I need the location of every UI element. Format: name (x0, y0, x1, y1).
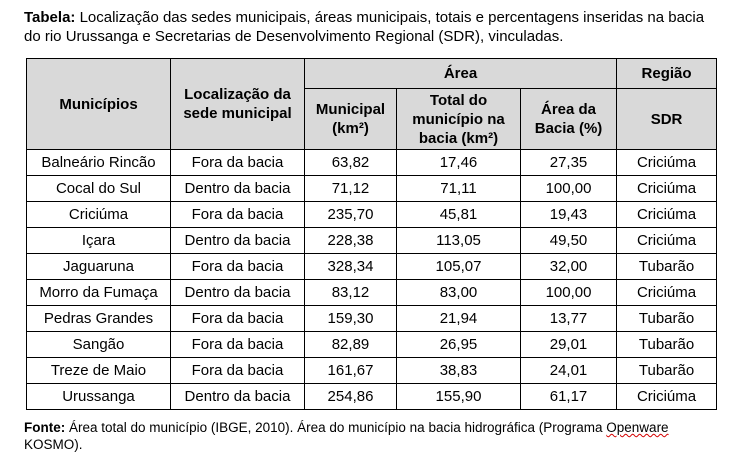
cell-municipal: 71,12 (304, 175, 397, 202)
cell-pct: 61,17 (519, 383, 618, 410)
cell-municipio: Urussanga (26, 383, 171, 410)
cell-sdr: Tubarão (616, 305, 718, 332)
cell-sdr: Tubarão (616, 357, 718, 384)
cell-municipal: 328,34 (304, 253, 397, 280)
cell-pct: 24,01 (519, 357, 618, 384)
cell-localizacao: Fora da bacia (170, 201, 305, 228)
cell-municipal: 235,70 (304, 201, 397, 228)
cell-municipio: Içara (26, 227, 171, 254)
table-row: Sangão Fora da bacia 82,89 26,95 29,01 T… (26, 331, 718, 358)
header-area-group: Área (303, 58, 618, 89)
table-row: Cocal do Sul Dentro da bacia 71,12 71,11… (26, 175, 718, 202)
cell-municipal: 63,82 (304, 149, 397, 176)
cell-total: 21,94 (396, 305, 521, 332)
cell-municipio: Sangão (26, 331, 171, 358)
cell-total: 45,81 (396, 201, 521, 228)
cell-municipal: 254,86 (304, 383, 397, 410)
cell-localizacao: Fora da bacia (170, 149, 305, 176)
cell-localizacao: Dentro da bacia (170, 279, 305, 306)
cell-localizacao: Fora da bacia (170, 357, 305, 384)
caption-text: Localização das sedes municipais, áreas … (24, 9, 705, 45)
cell-total: 17,46 (396, 149, 521, 176)
header-municipios: Municípios (26, 58, 171, 150)
cell-total: 71,11 (396, 175, 521, 202)
table-caption: Tabela: Localização das sedes municipais… (24, 8, 724, 46)
table-row: Içara Dentro da bacia 228,38 113,05 49,5… (26, 227, 718, 254)
table-row: Treze de Maio Fora da bacia 161,67 38,83… (26, 357, 718, 384)
footnote-underlined-word: Openware (606, 420, 669, 435)
cell-pct: 100,00 (519, 175, 618, 202)
header-regiao-group: Região (616, 58, 718, 89)
cell-municipal: 228,38 (304, 227, 397, 254)
header-sdr: SDR (616, 88, 718, 150)
table-row: Balneário Rincão Fora da bacia 63,82 17,… (26, 149, 718, 176)
cell-localizacao: Dentro da bacia (170, 175, 305, 202)
cell-localizacao: Fora da bacia (170, 253, 305, 280)
header-municipal: Municipal (km²) (304, 88, 397, 150)
cell-sdr: Criciúma (616, 149, 718, 176)
cell-sdr: Criciúma (616, 383, 718, 410)
table-row: Pedras Grandes Fora da bacia 159,30 21,9… (26, 305, 718, 332)
header-area-bacia: Área da Bacia (%) (519, 88, 618, 150)
footnote-text: Área total do município (IBGE, 2010). Ár… (65, 420, 607, 435)
header-total: Total do município na bacia (km²) (396, 88, 521, 150)
cell-municipio: Jaguaruna (26, 253, 171, 280)
table-row: Criciúma Fora da bacia 235,70 45,81 19,4… (26, 201, 718, 228)
cell-municipal: 161,67 (304, 357, 397, 384)
cell-total: 105,07 (396, 253, 521, 280)
cell-localizacao: Fora da bacia (170, 331, 305, 358)
cell-pct: 27,35 (519, 149, 618, 176)
cell-pct: 100,00 (519, 279, 618, 306)
table-row: Jaguaruna Fora da bacia 328,34 105,07 32… (26, 253, 718, 280)
cell-localizacao: Dentro da bacia (170, 383, 305, 410)
header-localizacao: Localização da sede municipal (170, 58, 305, 150)
cell-pct: 13,77 (519, 305, 618, 332)
cell-localizacao: Fora da bacia (170, 305, 305, 332)
cell-sdr: Criciúma (616, 201, 718, 228)
cell-pct: 32,00 (519, 253, 618, 280)
cell-sdr: Criciúma (616, 227, 718, 254)
cell-total: 26,95 (396, 331, 521, 358)
data-table: Municípios Localização da sede municipal… (26, 58, 718, 410)
caption-label: Tabela: (24, 9, 76, 26)
footnote-label: Fonte: (24, 420, 66, 435)
table-row: Morro da Fumaça Dentro da bacia 83,12 83… (26, 279, 718, 306)
cell-total: 83,00 (396, 279, 521, 306)
cell-total: 113,05 (396, 227, 521, 254)
cell-sdr: Criciúma (616, 279, 718, 306)
cell-pct: 29,01 (519, 331, 618, 358)
cell-sdr: Criciúma (616, 175, 718, 202)
cell-pct: 19,43 (519, 201, 618, 228)
table-body: Balneário Rincão Fora da bacia 63,82 17,… (26, 149, 718, 410)
cell-localizacao: Dentro da bacia (170, 227, 305, 254)
cell-pct: 49,50 (519, 227, 618, 254)
cell-municipal: 82,89 (304, 331, 397, 358)
cell-municipal: 159,30 (304, 305, 397, 332)
cell-municipio: Cocal do Sul (26, 175, 171, 202)
cell-sdr: Tubarão (616, 331, 718, 358)
footnote-text-end: KOSMO). (24, 437, 83, 452)
cell-total: 38,83 (396, 357, 521, 384)
cell-municipio: Pedras Grandes (26, 305, 171, 332)
cell-sdr: Tubarão (616, 253, 718, 280)
cell-municipio: Morro da Fumaça (26, 279, 171, 306)
table-row: Urussanga Dentro da bacia 254,86 155,90 … (26, 383, 718, 410)
cell-municipal: 83,12 (304, 279, 397, 306)
cell-municipio: Balneário Rincão (26, 149, 171, 176)
cell-total: 155,90 (396, 383, 521, 410)
cell-municipio: Treze de Maio (26, 357, 171, 384)
source-footnote: Fonte: Área total do município (IBGE, 20… (24, 419, 724, 453)
cell-municipio: Criciúma (26, 201, 171, 228)
